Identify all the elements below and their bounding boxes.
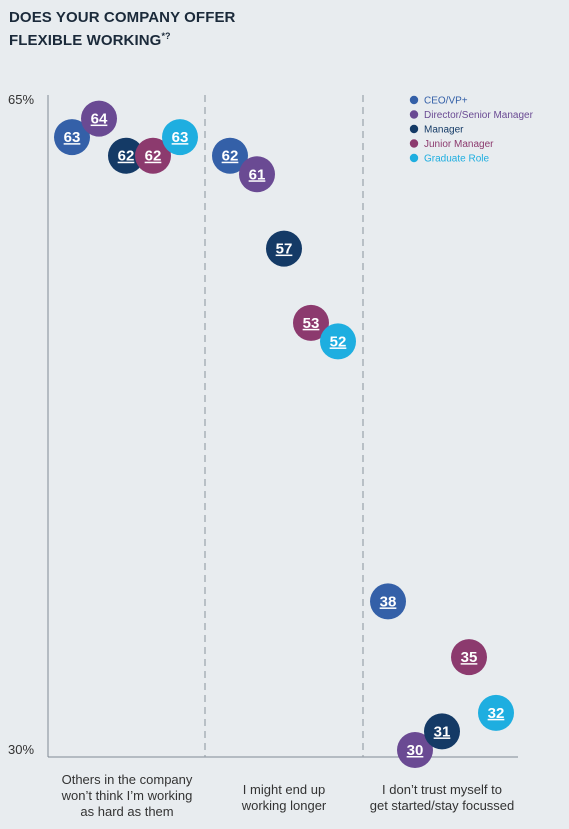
category-label-3: I don’t trust myself to get started/stay … bbox=[362, 782, 522, 814]
title-line-2-text: FLEXIBLE WORKING bbox=[9, 32, 162, 49]
bubble-ceo-vp--2 bbox=[212, 137, 248, 174]
bubble-manager-1 bbox=[108, 137, 144, 174]
bubble-label: 53 bbox=[303, 315, 320, 332]
bubble-manager-3 bbox=[424, 713, 460, 750]
bubble-director-senior-manager-3 bbox=[397, 732, 433, 768]
bubble-label: 38 bbox=[380, 593, 397, 610]
bubble-label: 63 bbox=[172, 129, 189, 146]
bubble-label: 35 bbox=[461, 649, 478, 666]
bubble-label: 62 bbox=[118, 148, 135, 165]
category-label-line: get started/stay focussed bbox=[369, 798, 515, 813]
bubble-junior-manager-1 bbox=[135, 137, 171, 174]
title-line-2: FLEXIBLE WORKING*? bbox=[9, 27, 236, 50]
category-label-2: I might end up working longer bbox=[204, 782, 364, 814]
y-tick-label-min: 30% bbox=[8, 742, 34, 757]
category-label-line: I might end up bbox=[242, 782, 326, 797]
bubble-director-senior-manager-2 bbox=[239, 156, 275, 193]
bubble-ceo-vp--3 bbox=[370, 583, 406, 620]
y-tick-label-max: 65% bbox=[8, 92, 34, 107]
bubble-label: 61 bbox=[249, 166, 266, 183]
bubble-label: 32 bbox=[488, 705, 505, 722]
category-label-line: Others in the company bbox=[61, 772, 193, 787]
bubble-label: 31 bbox=[434, 723, 451, 740]
bubble-graduate-role-1 bbox=[162, 119, 198, 156]
chart-title: DOES YOUR COMPANY OFFER FLEXIBLE WORKING… bbox=[9, 8, 236, 50]
category-label-line: won’t think I’m working bbox=[61, 788, 193, 803]
bubble-label: 57 bbox=[276, 241, 293, 258]
bubble-label: 64 bbox=[91, 111, 108, 128]
bubble-junior-manager-3 bbox=[451, 639, 487, 676]
bubble-label: 63 bbox=[64, 129, 81, 146]
bubble-label: 30 bbox=[407, 742, 424, 759]
bubble-label: 52 bbox=[330, 333, 347, 350]
title-line-1: DOES YOUR COMPANY OFFER bbox=[9, 9, 236, 26]
bubble-graduate-role-3 bbox=[478, 694, 514, 731]
legend-marker-3 bbox=[409, 124, 419, 134]
category-label-line: working longer bbox=[241, 798, 327, 813]
bubble-label: 62 bbox=[222, 148, 239, 165]
bubble-director-senior-manager-1 bbox=[81, 100, 117, 137]
bubble-ceo-vp--1 bbox=[54, 119, 90, 156]
legend-entry-1: CEO/VP+ bbox=[424, 96, 468, 107]
legend-entry-5: Graduate Role bbox=[424, 154, 489, 165]
bubble-junior-manager-2 bbox=[293, 304, 329, 341]
category-label-line: as hard as them bbox=[80, 804, 174, 819]
category-label-1: Others in the company won’t think I’m wor… bbox=[47, 772, 207, 820]
title-superscript: *? bbox=[161, 31, 171, 41]
legend-entry-3: Manager bbox=[424, 125, 464, 136]
legend-marker-1 bbox=[409, 95, 419, 105]
bubble-label: 62 bbox=[145, 148, 162, 165]
legend-marker-2 bbox=[409, 110, 419, 119]
bubble-manager-2 bbox=[266, 230, 302, 267]
bubble-graduate-role-2 bbox=[320, 323, 356, 360]
legend-entry-2: Director/Senior Manager bbox=[424, 110, 534, 121]
category-label-line: I don’t trust myself to bbox=[382, 782, 502, 797]
legend-marker-5 bbox=[409, 153, 419, 163]
legend-marker-4 bbox=[409, 139, 419, 148]
legend-entry-4: Junior Manager bbox=[424, 139, 494, 150]
